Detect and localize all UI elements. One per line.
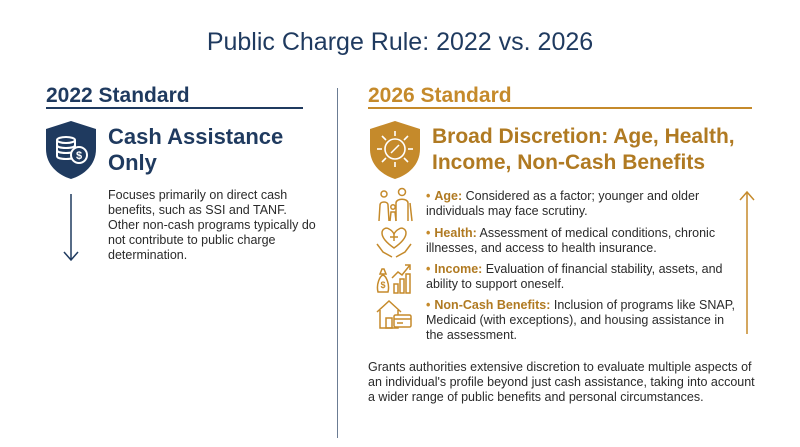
down-arrow-icon: [63, 194, 79, 262]
bullet: •: [426, 189, 431, 203]
criterion-text: Evaluation of financial stability, asset…: [426, 262, 723, 291]
right-category-line2: Income, Non-Cash Benefits: [432, 151, 706, 174]
criterion-non-cash-benefits: • Non-Cash Benefits: Inclusion of program…: [426, 298, 736, 343]
coins-shield-icon: $: [46, 121, 96, 179]
left-category: Cash Assistance Only: [108, 124, 308, 176]
left-category-line2: Only: [108, 150, 157, 175]
up-arrow-icon: [739, 190, 755, 334]
bullet: •: [426, 262, 431, 276]
criterion-text: Assessment of medical conditions, chroni…: [426, 226, 716, 255]
criterion-text: Inclusion of programs like SNAP, Medicai…: [426, 298, 735, 342]
criterion-term: Health:: [434, 226, 477, 240]
right-summary: Grants authorities extensive discretion …: [368, 360, 755, 404]
criterion-term: Non-Cash Benefits:: [434, 298, 551, 312]
compass-shield-icon: [370, 121, 420, 179]
svg-text:$: $: [380, 280, 385, 290]
column-divider: [337, 88, 338, 438]
criterion-health: • Health: Assessment of medical condition…: [426, 226, 736, 256]
criterion-income: • Income: Evaluation of financial stabili…: [426, 262, 736, 292]
bullet: •: [426, 298, 431, 312]
bullet: •: [426, 226, 431, 240]
left-heading: 2022 Standard: [46, 84, 190, 107]
left-heading-rule: [46, 107, 303, 109]
heart-hands-icon: [376, 227, 412, 258]
left-description: Focuses primarily on direct cash benefit…: [108, 188, 316, 262]
svg-text:$: $: [76, 150, 82, 162]
right-category-line1: Broad Discretion: Age, Health,: [432, 125, 735, 148]
criterion-age: • Age: Considered as a factor; younger an…: [426, 189, 736, 219]
left-category-line1: Cash Assistance: [108, 124, 284, 149]
right-heading: 2026 Standard: [368, 84, 512, 107]
criterion-text: Considered as a factor; younger and olde…: [426, 189, 700, 218]
page-title: Public Charge Rule: 2022 vs. 2026: [206, 28, 594, 56]
right-category: Broad Discretion: Age, Health, Income, N…: [432, 124, 772, 176]
criterion-term: Age:: [434, 189, 463, 203]
criterion-term: Income:: [434, 262, 483, 276]
money-growth-icon: $: [376, 264, 411, 294]
family-icon: [378, 187, 413, 222]
house-card-icon: [376, 299, 412, 329]
right-heading-rule: [368, 107, 752, 109]
